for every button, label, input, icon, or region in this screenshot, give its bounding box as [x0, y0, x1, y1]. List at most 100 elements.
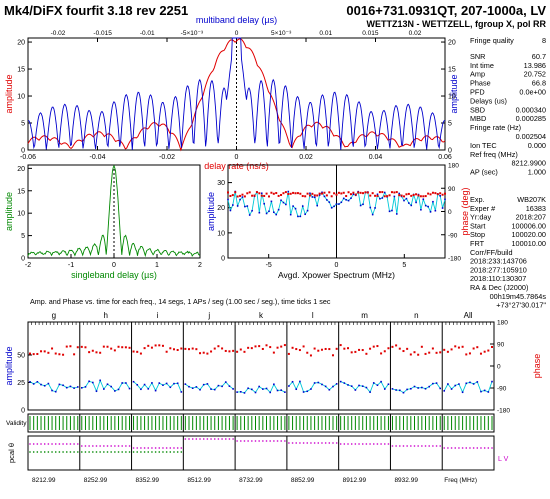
pcal-point	[483, 447, 486, 449]
channel-phase-point	[479, 352, 482, 355]
phase-point	[359, 191, 362, 194]
amplitude-point	[415, 201, 417, 204]
phase-point	[229, 194, 232, 197]
pcal-point	[236, 440, 238, 442]
pcal-point	[354, 443, 357, 445]
channel-phase-point	[258, 345, 261, 348]
pcal-point	[387, 443, 390, 445]
pcal-point-green	[58, 451, 61, 453]
channel-amplitude-point	[487, 391, 490, 393]
pcal-point-green	[95, 451, 98, 453]
amplitude-point	[371, 213, 374, 216]
channel-phase-point	[199, 352, 202, 355]
pcal-point	[480, 447, 482, 449]
pcal-point	[99, 445, 101, 447]
pcal-point	[350, 443, 353, 445]
rate-tick-label: 0.02	[299, 154, 313, 161]
channel-amplitude-point	[269, 391, 271, 394]
phase-point	[417, 194, 420, 197]
channel-phase-point	[184, 347, 187, 350]
phase-point	[345, 195, 348, 198]
channel-phase-point	[391, 345, 394, 348]
amplitude-point	[340, 201, 343, 204]
phase-point	[311, 192, 314, 195]
channel-phase-point	[365, 352, 368, 355]
amplitude-point	[383, 191, 386, 194]
amplitude-point	[311, 196, 314, 198]
pcal-point	[399, 445, 401, 447]
pcal-point	[376, 443, 379, 445]
channel-amplitude-point	[395, 389, 397, 391]
x-tick-label: -5	[266, 262, 272, 269]
channel-amplitude-point	[402, 391, 405, 394]
pcal-point	[269, 440, 271, 442]
phase-point	[330, 195, 333, 198]
phase-point	[323, 191, 326, 194]
channel-phase-point	[383, 350, 386, 353]
channel-phase-point	[36, 352, 39, 355]
pcal-point	[84, 445, 87, 447]
channel-amplitude-point	[339, 380, 342, 383]
phase-point	[275, 192, 278, 195]
amplitude-point	[236, 205, 239, 207]
pcal-point	[69, 443, 72, 445]
channel-amplitude-point	[410, 387, 412, 390]
y-tick-label: 0	[21, 256, 25, 263]
channel-amplitude-point	[191, 387, 194, 389]
amplitude-point	[352, 193, 355, 196]
pcal-point	[184, 438, 187, 440]
channel-phase-point	[176, 349, 179, 352]
pcal-point-green	[66, 451, 68, 453]
phase-point	[263, 194, 266, 197]
channel-amplitude-point	[262, 388, 264, 390]
channel-phase-point	[435, 351, 438, 354]
channel-amplitude-point	[188, 385, 190, 388]
amplitude-point	[441, 207, 444, 209]
phase-point	[296, 192, 299, 195]
x-tick-label: 2	[198, 262, 202, 269]
amplitude-right-title: amplitude	[449, 74, 459, 113]
pcal-point-green	[55, 451, 57, 453]
freq-label: 8912.99	[343, 477, 367, 484]
y-tick-label-right: 5	[448, 121, 452, 128]
channel-phase-point	[191, 347, 194, 350]
freq-label: Freq (MHz)	[444, 477, 477, 484]
channel-phase-point	[54, 352, 57, 355]
channel-phase-point	[65, 345, 68, 348]
channel-amplitude-point	[128, 387, 131, 390]
pcal-point	[435, 445, 438, 447]
pcal-point	[454, 447, 456, 449]
amplitude-point	[241, 196, 244, 198]
channel-phase-point	[295, 348, 298, 351]
channel-phase-point	[261, 347, 264, 350]
y-tick-label: 20	[217, 205, 225, 212]
amplitude-point	[251, 209, 253, 212]
pcal-point	[458, 447, 460, 449]
channel-phase-point	[424, 352, 427, 355]
mbd-tick-label: 0	[235, 30, 239, 37]
channel-phase-point	[95, 351, 98, 354]
amplitude-point	[321, 191, 323, 194]
phase-point	[294, 192, 297, 195]
pcal-point-green	[173, 451, 175, 453]
pcal-point	[95, 445, 98, 447]
mbd-tick-label: 0.02	[409, 30, 422, 37]
channel-amplitude-point	[428, 385, 430, 388]
channel-amplitude-point	[332, 385, 334, 388]
x-tick-label: -1	[68, 262, 74, 269]
channel-phase-point	[99, 351, 102, 354]
freq-label: 8252.99	[84, 477, 108, 484]
amplitude-point	[405, 197, 408, 200]
amplitude-point	[275, 213, 278, 216]
mbd-axis-title: multiband delay (µs)	[196, 15, 277, 25]
pcal-point	[447, 447, 449, 449]
amplitude-point	[285, 203, 287, 206]
phase-point	[366, 191, 369, 194]
x-tick-label: -2	[25, 262, 31, 269]
pcal-point	[169, 447, 172, 449]
pcal-point-green	[154, 451, 157, 453]
channel-amplitude-point	[51, 389, 53, 392]
phase-point	[260, 194, 263, 197]
channel-phase-point	[358, 348, 361, 351]
channel-phase-point	[272, 351, 275, 354]
